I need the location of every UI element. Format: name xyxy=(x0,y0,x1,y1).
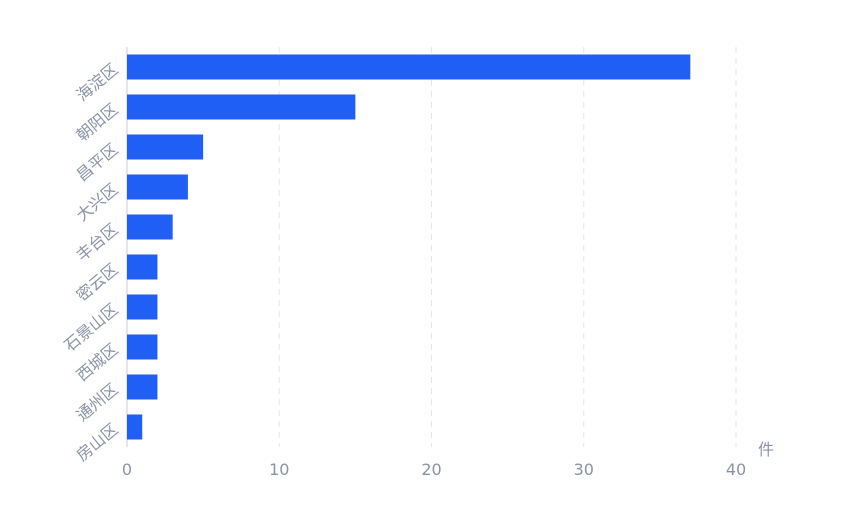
bar[interactable] xyxy=(127,214,173,240)
bar[interactable] xyxy=(127,374,158,400)
category-label: 通州区 xyxy=(73,380,122,425)
category-label: 丰台区 xyxy=(73,220,122,265)
bar[interactable] xyxy=(127,54,691,80)
bar[interactable] xyxy=(127,254,158,280)
x-unit-label: 件 xyxy=(758,440,774,459)
x-tick-label: 0 xyxy=(122,460,132,479)
bar[interactable] xyxy=(127,294,158,320)
category-label: 昌平区 xyxy=(73,140,122,185)
category-label: 密云区 xyxy=(73,260,122,305)
x-tick-label: 30 xyxy=(574,460,594,479)
x-tick-label: 10 xyxy=(269,460,289,479)
bar[interactable] xyxy=(127,134,204,160)
bar[interactable] xyxy=(127,414,143,440)
bar[interactable] xyxy=(127,94,356,120)
bars xyxy=(127,54,691,440)
category-label: 大兴区 xyxy=(73,180,122,225)
bar[interactable] xyxy=(127,174,188,200)
x-tick-labels: 0 10 20 30 40 xyxy=(122,460,746,479)
bar[interactable] xyxy=(127,334,158,360)
x-tick-label: 20 xyxy=(421,460,441,479)
grid-lines xyxy=(278,47,737,447)
category-label: 朝阳区 xyxy=(73,100,122,145)
x-tick-label: 40 xyxy=(726,460,746,479)
category-label: 海淀区 xyxy=(73,60,122,105)
category-label: 房山区 xyxy=(73,420,122,465)
